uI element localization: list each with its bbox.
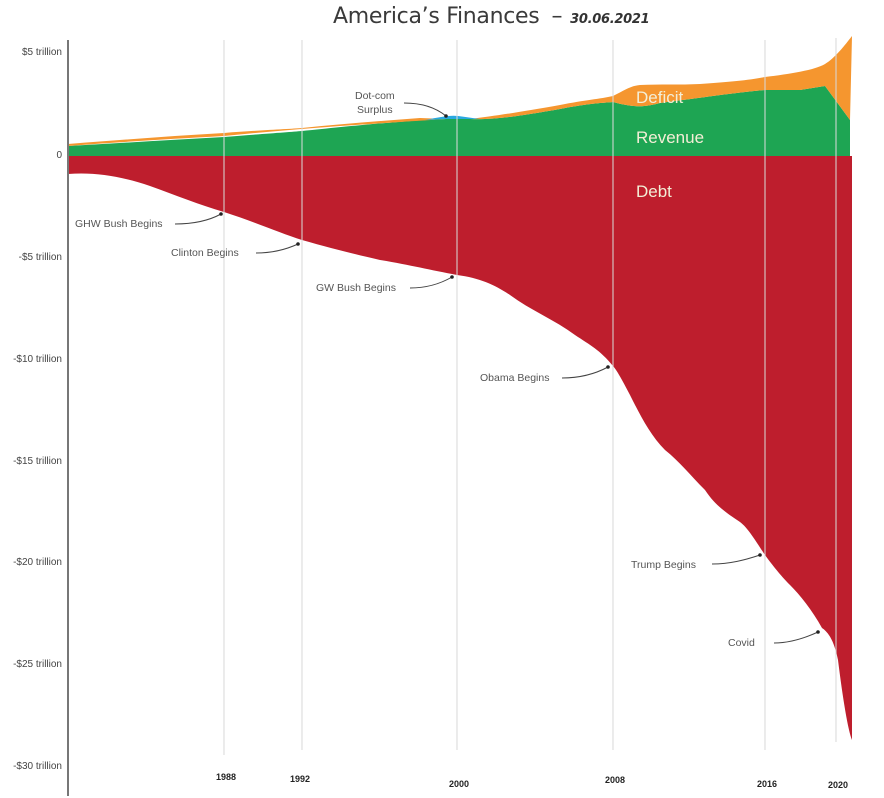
gridlines [223,38,837,755]
y-tick-m10t: -$10 trillion [13,354,62,365]
annotation-ghw-bush: GHW Bush Begins [75,218,163,230]
y-tick-m5t: -$5 trillion [18,252,62,263]
series-label-deficit: Deficit [636,88,684,107]
title-separator: – [551,4,563,29]
x-tick-2000: 2000 [448,779,470,789]
annotation-obama: Obama Begins [480,372,550,384]
annotation-dotcom-surplus: Dot-com Surplus [355,89,395,117]
x-tick-2016: 2016 [756,779,778,789]
annotation-dotcom-line2: Surplus [357,104,393,116]
series-label-debt: Debt [636,182,672,201]
annotation-arrows [174,102,819,644]
annotation-dotcom-line1: Dot-com [355,90,395,102]
title-main: America’s Finances [333,4,540,29]
y-tick-m30t: -$30 trillion [13,761,62,772]
surplus-area [425,115,480,120]
series-label-revenue: Revenue [636,128,705,147]
annotation-clinton: Clinton Begins [171,247,239,259]
title-date: 30.06.2021 [570,12,650,27]
deficit-area [68,36,852,146]
y-tick-m15t: -$15 trillion [13,456,62,467]
debt-area [68,156,852,740]
y-tick-5t: $5 trillion [21,47,62,58]
annotation-trump: Trump Begins [631,559,696,571]
annotation-covid: Covid [728,637,755,649]
x-tick-1988: 1988 [215,772,237,782]
y-tick-m25t: -$25 trillion [13,659,62,670]
x-tick-1992: 1992 [289,774,311,784]
chart-title: America’s Finances –30.06.2021 [333,4,650,29]
x-tick-2008: 2008 [604,775,626,785]
revenue-area [68,86,850,156]
annotation-dots [219,114,820,634]
annotation-gw-bush: GW Bush Begins [316,282,396,294]
x-tick-2020: 2020 [827,780,849,790]
y-tick-m20t: -$20 trillion [13,557,62,568]
y-tick-0: 0 [56,150,62,161]
